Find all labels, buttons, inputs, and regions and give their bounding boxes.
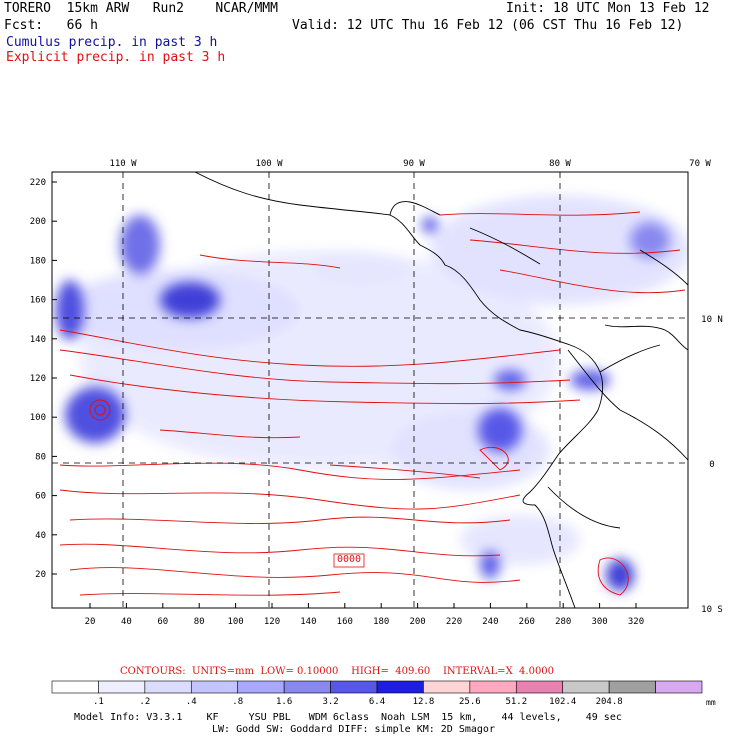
colorbar-swatch: [562, 680, 610, 694]
x-tick-label: 200: [409, 617, 425, 627]
x-tick-label: 300: [591, 617, 607, 627]
colorbar-swatch: [283, 680, 331, 694]
x-tick-label: 320: [628, 617, 644, 627]
y-tick-label: 60: [35, 492, 46, 502]
x-tick-label: 240: [482, 617, 498, 627]
lon-label: 100 W: [255, 159, 283, 169]
colorbar-swatch: [376, 680, 424, 694]
lon-label: 80 W: [549, 159, 571, 169]
colorbar-label: 102.4: [549, 697, 576, 707]
x-tick-label: 160: [337, 617, 353, 627]
y-tick-label: 180: [30, 256, 46, 266]
lat-labels: 10 N 0 10 S: [701, 315, 723, 615]
y-tick-label: 20: [35, 570, 46, 580]
y-tick-label: 80: [35, 452, 46, 462]
colorbar-swatch: [655, 680, 703, 694]
y-tick-label: 200: [30, 217, 46, 227]
x-tick-label: 40: [121, 617, 132, 627]
contour-high: HIGH= 409.60: [351, 666, 431, 677]
lat-label: 10 N: [701, 315, 723, 325]
colorbar-label: 3.2: [322, 697, 338, 707]
colorbar-label: 12.8: [413, 697, 435, 707]
contour-units: CONTOURS: UNITS=mm LOW= 0.10000: [120, 666, 339, 677]
cumulus-precip-label: Cumulus precip. in past 3 h: [6, 35, 218, 50]
header-valid-time: Valid: 12 UTC Thu 16 Feb 12 (06 CST Thu …: [292, 18, 684, 33]
colorbar-label: .8: [232, 697, 243, 707]
lon-labels: 110 W 100 W 90 W 80 W 70 W: [109, 159, 711, 169]
colorbar: .1 .2 .4 .8 1.6 3.2 6.4 12.8 25.6 51.2 102.4 204.8: [51, 680, 703, 707]
lat-label: 10 S: [701, 605, 723, 615]
colorbar-swatch: [190, 680, 239, 694]
lon-label: 70 W: [689, 159, 711, 169]
contour-info: CONTOURS: UNITS=mm LOW= 0.10000 HIGH= 40…: [120, 666, 554, 677]
colorbar-label: .2: [139, 697, 150, 707]
colorbar-swatch: [469, 680, 517, 694]
model-info-line2: LW: Godd SW: Goddard DIFF: simple KM: 2D…: [212, 724, 495, 735]
y-tick-label: 140: [30, 335, 46, 345]
x-tick-label: 180: [373, 617, 389, 627]
label-box-text: 0000: [337, 554, 362, 565]
x-tick-label: 60: [157, 617, 168, 627]
colorbar-label: 1.6: [276, 697, 292, 707]
colorbar-label: 25.6: [459, 697, 481, 707]
y-tick-label: 40: [35, 531, 46, 541]
header-init-time: Init: 18 UTC Mon 13 Feb 12: [506, 1, 710, 16]
y-tick-label: 120: [30, 374, 46, 384]
coastlines: [194, 172, 688, 608]
map-frame: [51, 171, 689, 609]
x-tick-label: 20: [85, 617, 96, 627]
precip-field: [52, 172, 688, 608]
colorbar-swatch: [144, 680, 192, 694]
model-info-line1: Model Info: V3.3.1 KF YSU PBL WDM 6class…: [74, 712, 622, 723]
heavy-precip-areas: [56, 215, 670, 591]
colorbar-swatch: [515, 680, 564, 694]
colorbar-unit: mm: [706, 698, 716, 707]
x-tick-label: 120: [264, 617, 280, 627]
colorbar-label: .1: [93, 697, 104, 707]
colorbar-swatch: [423, 680, 471, 694]
y-tick-label: 160: [30, 296, 46, 306]
precip-contours: [59, 211, 686, 596]
colorbar-label: 51.2: [505, 697, 527, 707]
header-left-line2: Fcst: 66 h: [4, 18, 98, 33]
lat-label: 0: [709, 460, 714, 470]
y-tick-label: 100: [30, 413, 46, 423]
colorbar-label: .4: [186, 697, 197, 707]
y-tick-label: 220: [30, 178, 46, 188]
colorbar-swatch: [51, 680, 99, 694]
colorbar-swatch: [608, 680, 656, 694]
colorbar-label: 204.8: [596, 697, 623, 707]
colorbar-label: 6.4: [369, 697, 385, 707]
lon-label: 110 W: [109, 159, 137, 169]
label-box: [333, 553, 365, 568]
x-tick-label: 260: [519, 617, 535, 627]
x-tick-label: 140: [300, 617, 316, 627]
x-axis-ticks: 20 40 60 80 100 120 140 160 180 200 220 240 260 280 30…: [85, 603, 644, 627]
contour-interval: INTERVAL=X 4.0000: [442, 666, 555, 677]
x-tick-label: 280: [555, 617, 571, 627]
x-tick-label: 220: [446, 617, 462, 627]
colorbar-swatch: [330, 680, 378, 694]
y-axis-ticks: 220 200 180 160 140 120 100 80 60 40 20: [30, 178, 57, 580]
colorbar-swatch: [237, 680, 285, 694]
x-tick-label: 100: [227, 617, 243, 627]
lat-lon-grid: [52, 172, 688, 608]
header-left-line1: TORERO 15km ARW Run2 NCAR/MMM: [4, 1, 278, 16]
explicit-precip-label: Explicit precip. in past 3 h: [6, 50, 226, 65]
lon-label: 90 W: [403, 159, 425, 169]
colorbar-swatch: [98, 680, 146, 694]
x-tick-label: 80: [194, 617, 205, 627]
